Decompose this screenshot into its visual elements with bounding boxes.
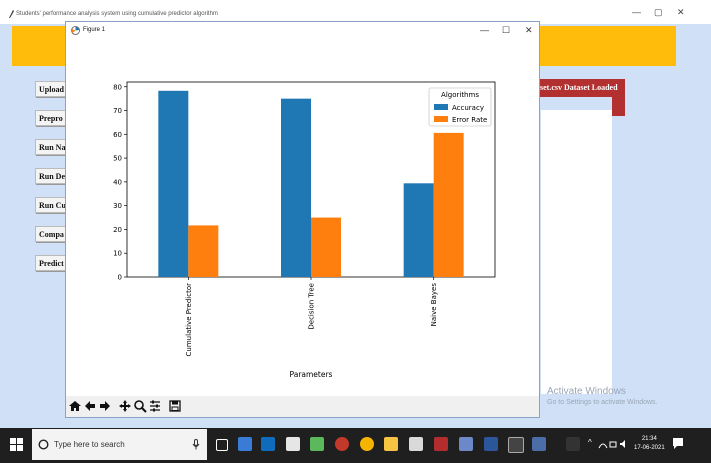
status-strip — [612, 97, 625, 116]
windows-start-icon[interactable] — [10, 438, 23, 451]
save-icon[interactable] — [168, 399, 182, 413]
watermark-line-1: Activate Windows — [547, 386, 626, 397]
y-tick-label: 20 — [113, 226, 122, 234]
legend-swatch — [434, 116, 448, 122]
bar-accuracy — [281, 98, 311, 278]
zoom-icon[interactable] — [133, 399, 147, 413]
figure-maximize-button[interactable]: ☐ — [502, 25, 511, 35]
mail-icon[interactable] — [261, 437, 275, 451]
watermark-line-2: Go to Settings to activate Windows. — [547, 399, 658, 406]
search-placeholder: Type here to search — [54, 440, 125, 449]
configure-icon[interactable] — [148, 399, 162, 413]
legend-swatch — [434, 104, 448, 110]
close-button[interactable]: ✕ — [677, 7, 685, 17]
x-tick-label: Cumulative Predictor — [185, 283, 193, 357]
home-icon[interactable] — [68, 399, 82, 413]
legend-label: Error Rate — [452, 116, 487, 124]
main-title-bar: Students' performance analysis system us… — [0, 0, 711, 24]
y-tick-label: 40 — [113, 178, 122, 186]
acrobat-icon[interactable] — [434, 437, 448, 451]
file-explorer-icon[interactable] — [384, 437, 398, 451]
tray-status-icons[interactable] — [598, 439, 628, 449]
chrome-icon[interactable] — [360, 437, 374, 451]
opera-icon[interactable] — [335, 437, 349, 451]
bar-error-rate — [188, 225, 219, 277]
tray-chevron-icon[interactable]: ^ — [588, 438, 592, 447]
task-view-icon[interactable] — [216, 439, 228, 451]
y-tick-label: 80 — [113, 83, 122, 91]
store-icon[interactable] — [286, 437, 300, 451]
app-feather-icon — [9, 10, 14, 18]
bar-chart: 0 10 20 30 40 50 60 70 80 Cumulative Predictor Dec… — [113, 81, 496, 379]
python-icon[interactable] — [532, 437, 546, 451]
microphone-icon[interactable] — [192, 439, 200, 450]
y-tick-label: 50 — [113, 155, 122, 163]
y-tick-label: 30 — [113, 202, 122, 210]
figure-minimize-button[interactable]: — — [480, 25, 489, 35]
legend-title: Algorithms — [441, 91, 479, 99]
tray-date: 17-06-2021 — [634, 445, 665, 451]
tray-time: 21:34 — [641, 436, 657, 442]
figure-toolbar — [66, 396, 539, 417]
output-text-area[interactable] — [541, 110, 612, 394]
x-axis-label: Parameters — [290, 370, 333, 379]
bar-accuracy — [158, 90, 189, 277]
terminal-icon[interactable] — [508, 437, 524, 453]
y-tick-label: 0 — [118, 274, 122, 282]
taskbar-search-input[interactable]: Type here to search — [32, 429, 207, 460]
android-studio-icon[interactable] — [310, 437, 324, 451]
edge-icon[interactable] — [238, 437, 252, 451]
back-arrow-icon[interactable] — [83, 399, 97, 413]
figure-app-icon — [71, 26, 80, 35]
forward-arrow-icon[interactable] — [98, 399, 112, 413]
y-tick-label: 60 — [113, 131, 122, 139]
activate-windows-watermark: Activate Windows Go to Settings to activ… — [547, 386, 658, 406]
y-tick-label: 10 — [113, 250, 122, 258]
figure-close-button[interactable]: ✕ — [525, 25, 533, 35]
word-icon[interactable] — [484, 437, 498, 451]
notification-icon[interactable] — [672, 437, 684, 450]
notepad-icon[interactable] — [409, 437, 423, 451]
figure-title: Figure 1 — [83, 27, 106, 33]
minimize-button[interactable]: — — [632, 7, 641, 17]
pan-icon[interactable] — [118, 399, 132, 413]
tray-app-icon[interactable] — [566, 437, 580, 451]
taskbar: Type here to search ^ 21:34 17-06-2021 — [0, 428, 711, 463]
tray-clock[interactable]: 21:34 17-06-2021 — [634, 435, 665, 453]
x-tick-label: Naive Bayes — [430, 283, 438, 327]
dataset-loaded-status: set.csv Dataset Loaded — [536, 79, 625, 97]
bar-error-rate — [433, 132, 464, 277]
maximize-button[interactable]: ▢ — [654, 7, 663, 17]
x-tick-label: Decision Tree — [308, 283, 316, 330]
bar-error-rate — [311, 217, 341, 277]
search-icon — [38, 439, 49, 450]
figure-window: Figure 1 — ☐ ✕ 0 10 20 30 40 50 60 70 80 Cumulati… — [65, 21, 540, 418]
y-tick-label: 70 — [113, 107, 122, 115]
legend-label: Accuracy — [452, 104, 484, 112]
bar-accuracy — [403, 183, 434, 277]
reader-icon[interactable] — [459, 437, 473, 451]
main-window-title: Students' performance analysis system us… — [16, 11, 218, 17]
